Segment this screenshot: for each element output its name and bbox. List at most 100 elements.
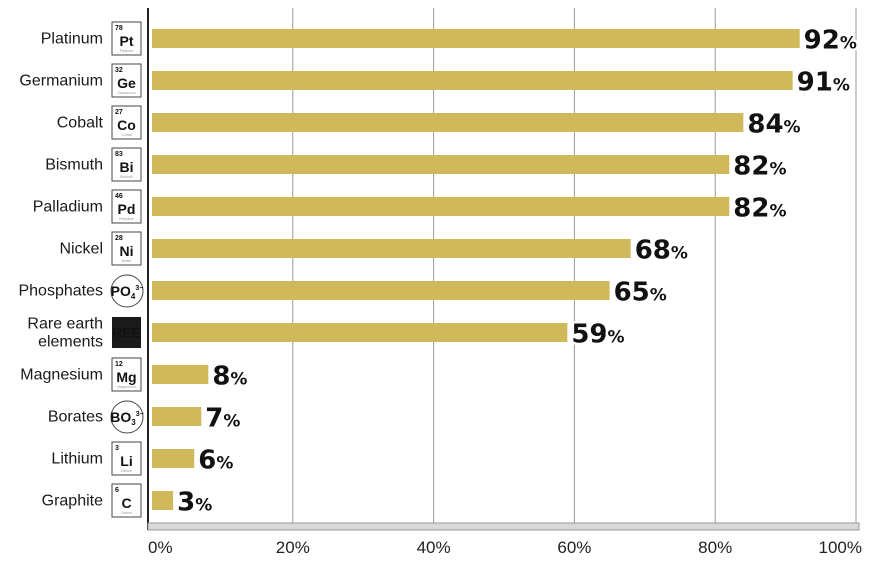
category-label: Borates <box>48 409 103 426</box>
ion-formula: BO33− <box>110 409 143 427</box>
x-tick-label: 0% <box>148 538 173 557</box>
value-label: 82% <box>733 152 786 182</box>
element-name: Magnesium <box>117 385 135 389</box>
value-percent: % <box>769 160 786 180</box>
atomic-number: 28 <box>115 235 123 242</box>
element-tile-icon <box>111 483 142 518</box>
bar <box>152 365 209 384</box>
x-axis: 0% 20% 40% 60% 80% 100% <box>147 8 862 557</box>
atomic-number: 78 <box>115 25 123 32</box>
element-symbol: Mg <box>116 369 136 385</box>
ion-circle-icon <box>110 274 144 308</box>
element-tile-icon <box>111 441 142 476</box>
category-label: Magnesium <box>20 367 103 384</box>
value-label: 3% <box>177 488 212 518</box>
atomic-number: 32 <box>115 67 123 74</box>
value-label: 91% <box>797 68 850 98</box>
element-tile-icon <box>111 105 142 140</box>
atomic-number: 3 <box>115 445 119 452</box>
element-tile-icon <box>111 357 142 392</box>
category-label: Phosphates <box>18 283 103 300</box>
value-number: 82 <box>733 194 769 224</box>
element-symbol: Ge <box>117 75 136 91</box>
ion-formula: PO43− <box>111 283 144 301</box>
value-percent: % <box>833 76 850 96</box>
element-symbol: Li <box>120 453 132 469</box>
element-symbol: Pd <box>118 201 136 217</box>
category-label-line: elements <box>38 334 103 351</box>
element-symbol: Ni <box>120 243 134 259</box>
atomic-number: 12 <box>115 361 123 368</box>
category-label: Platinum <box>41 31 103 48</box>
value-number: 6 <box>198 446 216 476</box>
value-number: 59 <box>571 320 607 350</box>
bar <box>152 197 730 216</box>
atomic-number: 27 <box>115 109 123 116</box>
value-labels: 92%91%84%82%82%68%65%59%8%7%6%3% <box>175 23 860 520</box>
value-percent: % <box>784 118 801 138</box>
value-label: 6% <box>198 446 233 476</box>
bar <box>152 155 730 174</box>
element-symbol: Bi <box>120 159 134 175</box>
category-label: Lithium <box>51 451 103 468</box>
value-number: 8 <box>212 362 230 392</box>
bars-layer <box>152 29 800 510</box>
value-label: 84% <box>747 110 800 140</box>
value-number: 65 <box>614 278 650 308</box>
ion-circle-icon <box>110 400 144 434</box>
value-label: 92% <box>804 26 857 56</box>
ion-subscript: 3 <box>131 418 136 427</box>
element-tile-icon <box>111 21 142 56</box>
category-label: Bismuth <box>45 157 103 174</box>
element-name: Germanium <box>117 91 135 95</box>
element-name: Lithium <box>121 469 132 473</box>
ion-superscript: 3− <box>136 411 144 418</box>
value-label: 7% <box>205 404 240 434</box>
value-number: 92 <box>804 26 840 56</box>
ion-superscript: 3− <box>135 285 143 292</box>
element-name: Carbon <box>121 511 133 515</box>
ree-dark-icon <box>112 317 141 348</box>
element-symbol: C <box>121 495 131 511</box>
x-tick-label: 80% <box>698 538 732 557</box>
category-label: Cobalt <box>57 115 104 132</box>
element-tile-icon <box>111 231 142 266</box>
value-percent: % <box>216 454 233 474</box>
value-percent: % <box>195 496 212 516</box>
category-label: Nickel <box>59 241 103 258</box>
bar <box>152 113 744 132</box>
element-name: Nickel <box>122 259 132 263</box>
bar <box>152 491 174 510</box>
element-name: Platinum <box>120 49 134 53</box>
x-tick-label: 60% <box>557 538 591 557</box>
element-tile-icon <box>111 147 142 182</box>
ion-base: PO <box>111 283 131 299</box>
category-label: Graphite <box>42 493 103 510</box>
value-label: 68% <box>635 236 688 266</box>
element-tile-icon <box>111 189 142 224</box>
element-tile-icon <box>111 63 142 98</box>
atomic-number: 83 <box>115 151 123 158</box>
value-number: 7 <box>205 404 223 434</box>
element-name: Bismuth <box>120 175 133 179</box>
value-percent: % <box>650 286 667 306</box>
bar <box>152 407 202 426</box>
value-label: 8% <box>212 362 247 392</box>
element-symbol: Co <box>117 117 136 133</box>
x-tick-label: 20% <box>276 538 310 557</box>
x-tick-label: 40% <box>417 538 451 557</box>
atomic-number: 46 <box>115 193 123 200</box>
x-tick-label: 100% <box>819 538 862 557</box>
category-label: Germanium <box>19 73 103 90</box>
ion-subscript: 4 <box>131 292 136 301</box>
value-percent: % <box>223 412 240 432</box>
bar <box>152 449 195 468</box>
value-percent: % <box>840 34 857 54</box>
value-number: 84 <box>747 110 783 140</box>
value-number: 82 <box>733 152 769 182</box>
bar <box>152 323 568 342</box>
category-label: Rare earth elements <box>27 316 103 351</box>
value-number: 91 <box>797 68 833 98</box>
grid-layer <box>292 8 857 523</box>
value-label: 82% <box>733 194 786 224</box>
